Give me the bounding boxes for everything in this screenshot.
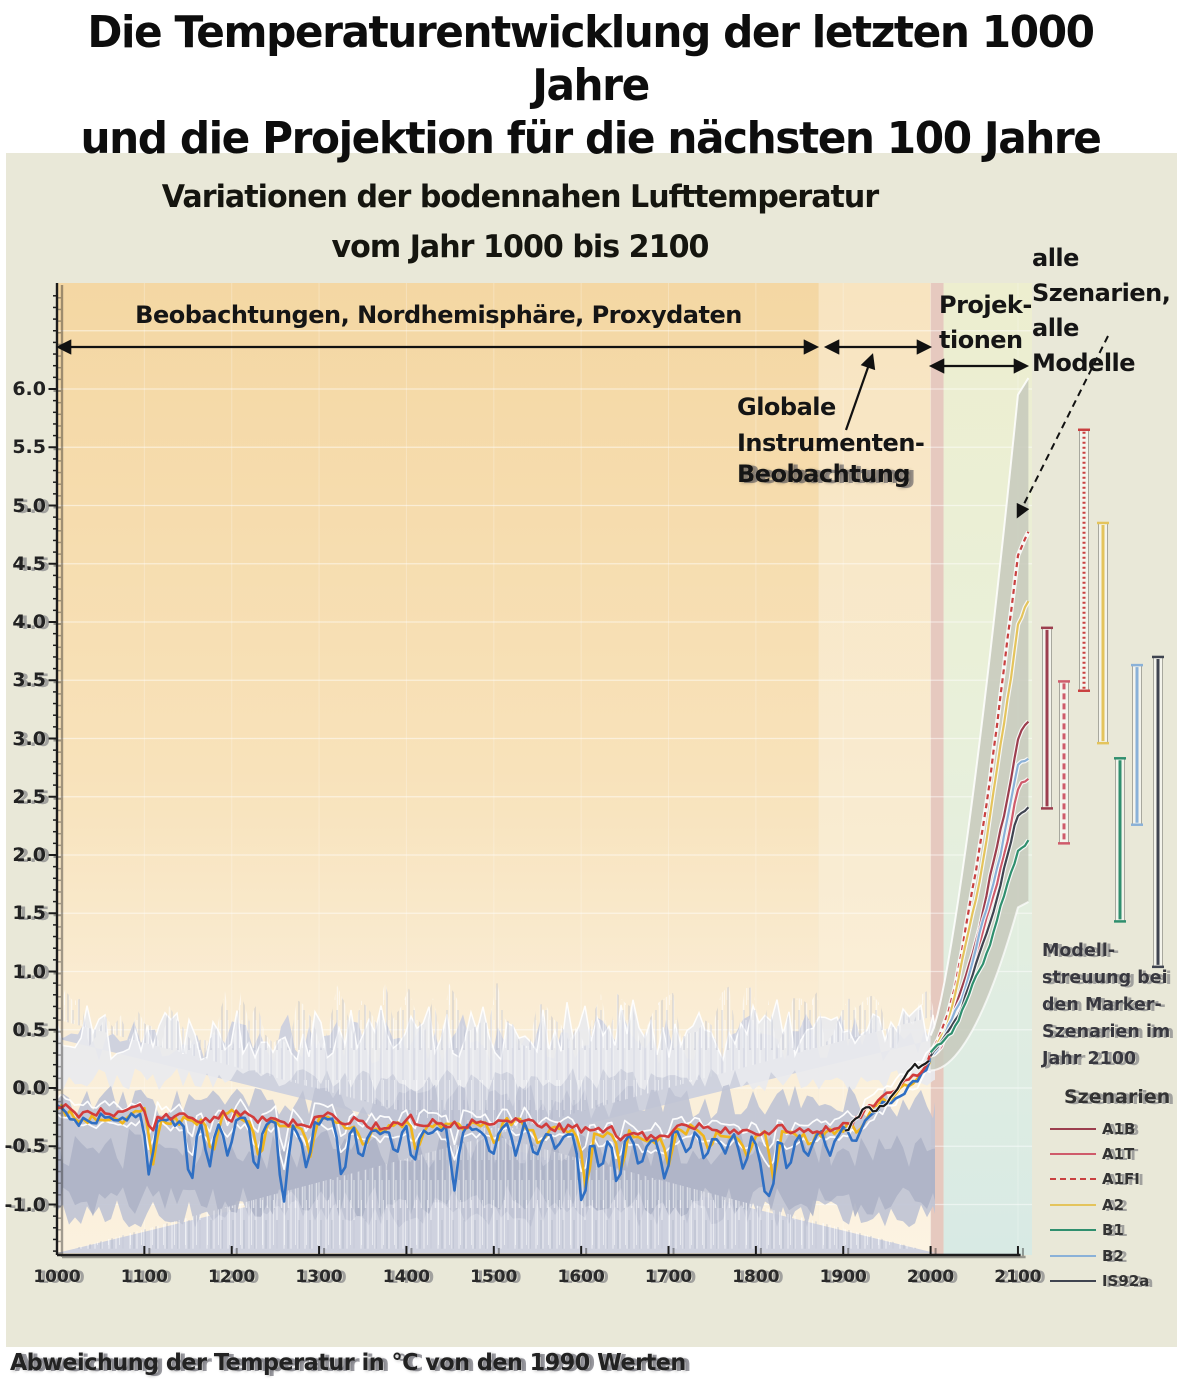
x-tick-label: 1800 — [732, 1267, 780, 1287]
y-tick-label: 0.5 — [12, 1018, 46, 1041]
y-tick-label: 5.5 — [12, 436, 46, 459]
legend-item: IS92a — [1050, 1268, 1180, 1293]
legend-swatch-b1 — [1050, 1229, 1096, 1232]
scenario-range-bars — [1041, 428, 1164, 969]
legend-item: B1 — [1050, 1218, 1180, 1243]
y-tick-label: 4.5 — [12, 552, 46, 575]
y-tick-label: 1.0 — [12, 960, 46, 983]
legend-swatch-a1fi — [1050, 1178, 1096, 1181]
y-tick-label: 1.5 — [12, 902, 46, 925]
x-tick-label: 1500 — [470, 1267, 518, 1287]
annotation-instrumental: Globale Instrumenten- — [737, 393, 925, 457]
legend-label: B1 — [1102, 1221, 1124, 1240]
y-tick-label: 2.0 — [12, 844, 46, 866]
x-tick-label: 1600 — [557, 1267, 605, 1287]
x-tick-label: 1700 — [644, 1267, 693, 1287]
y-tick-label: -0.5 — [4, 1135, 46, 1158]
x-tick-label: 1100 — [120, 1267, 169, 1287]
x-tick-label: 1900 — [819, 1267, 867, 1287]
legend-label: A1B — [1102, 1119, 1136, 1138]
x-tick-label: 2000 — [906, 1267, 955, 1287]
legend-label: B2 — [1102, 1246, 1124, 1265]
y-tick-label: 5.0 — [12, 494, 46, 517]
legend-title: Szenarien — [1064, 1086, 1171, 1108]
x-tick-label: 1000 — [33, 1267, 81, 1287]
legend-swatch-a1b — [1050, 1127, 1096, 1130]
legend-item: B2 — [1050, 1243, 1180, 1268]
y-tick-label: 6.0 — [12, 378, 46, 400]
axes — [53, 285, 1026, 1259]
legend-item: A1T — [1050, 1141, 1180, 1166]
y-tick-label: 3.5 — [12, 669, 46, 692]
legend: Szenarien A1B A1T A1FI A2 B1 B2 IS92a — [1050, 1086, 1180, 1294]
legend-item: A2 — [1050, 1192, 1180, 1217]
projection-fan — [928, 377, 1031, 1072]
legend-label: A2 — [1102, 1195, 1125, 1214]
annotation-arrows — [55, 335, 1109, 519]
x-tick-label: 1300 — [295, 1267, 343, 1287]
annotation-observations: Beobachtungen, Nordhemisphäre, Proxydate… — [135, 301, 742, 329]
x-tick-label: 1200 — [208, 1267, 256, 1287]
y-tick-label: -1.0 — [4, 1193, 46, 1216]
legend-label: A1FI — [1102, 1170, 1140, 1189]
legend-label: IS92a — [1102, 1272, 1150, 1291]
axes — [48, 283, 1021, 1257]
annotation-model-spread: Modell- streuung bei den Marker- Szenari… — [1042, 941, 1171, 1069]
chart-subtitle: Variationen der bodennahen Lufttemperatu… — [161, 179, 879, 265]
y-tick-label: 2.5 — [12, 785, 46, 808]
page-title: Die Temperaturentwicklung der letzten 10… — [80, 7, 1101, 164]
legend-swatch-a2 — [1050, 1203, 1096, 1206]
annotation-instrumental-tail: Beobachtung — [737, 460, 911, 488]
y-tick-label: 4.0 — [12, 611, 46, 633]
background-zones — [57, 283, 1032, 1255]
y-tick-label: 3.0 — [12, 727, 46, 750]
annotation-projections: Projek- tionen — [939, 291, 1032, 354]
annotation-all-scenarios: alle Szenarien, alle Modelle — [1032, 244, 1171, 377]
legend-swatch-a1t — [1050, 1153, 1096, 1156]
legend-swatch-b2 — [1050, 1254, 1096, 1257]
x-tick-label: 2100 — [994, 1267, 1042, 1287]
legend-swatch-is92a — [1050, 1280, 1096, 1283]
legend-label: A1T — [1102, 1145, 1135, 1164]
axis-caption: Abweichung der Temperatur in °C von den … — [10, 1350, 686, 1376]
reconstruction-lines — [56, 1048, 932, 1203]
legend-item: A1FI — [1050, 1167, 1180, 1192]
y-tick-label: 0.0 — [12, 1077, 46, 1099]
legend-item: A1B — [1050, 1116, 1180, 1141]
x-tick-label: 1400 — [382, 1267, 431, 1287]
